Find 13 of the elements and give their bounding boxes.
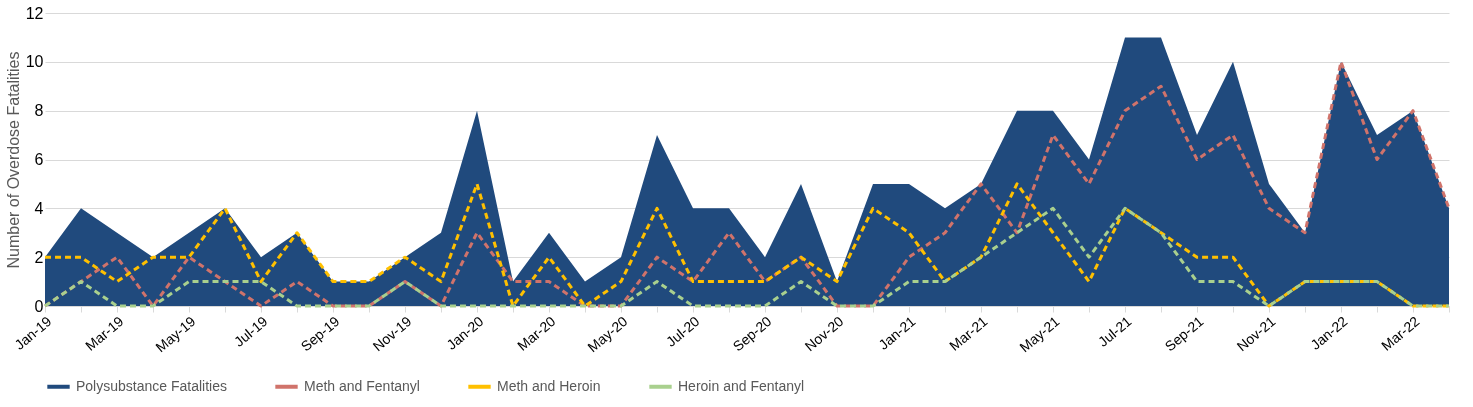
y-axis-title: Number of Overdose Fatalities	[4, 51, 22, 269]
legend-label: Meth and Fentanyl	[304, 377, 420, 394]
y-tick-label: 8	[34, 102, 44, 120]
legend-label: Polysubstance Fatalities	[76, 377, 227, 394]
y-tick-label: 2	[34, 248, 44, 266]
y-tick-label: 6	[34, 151, 44, 168]
legend-label: Meth and Heroin	[497, 377, 601, 394]
y-tick-label: 0	[34, 297, 44, 315]
y-tick-label: 4	[34, 199, 44, 217]
y-tick-label: 10	[25, 53, 44, 71]
y-tick-label: 12	[25, 4, 44, 22]
line-series	[43, 206, 1451, 308]
legend-label: Heroin and Fentanyl	[678, 377, 805, 394]
